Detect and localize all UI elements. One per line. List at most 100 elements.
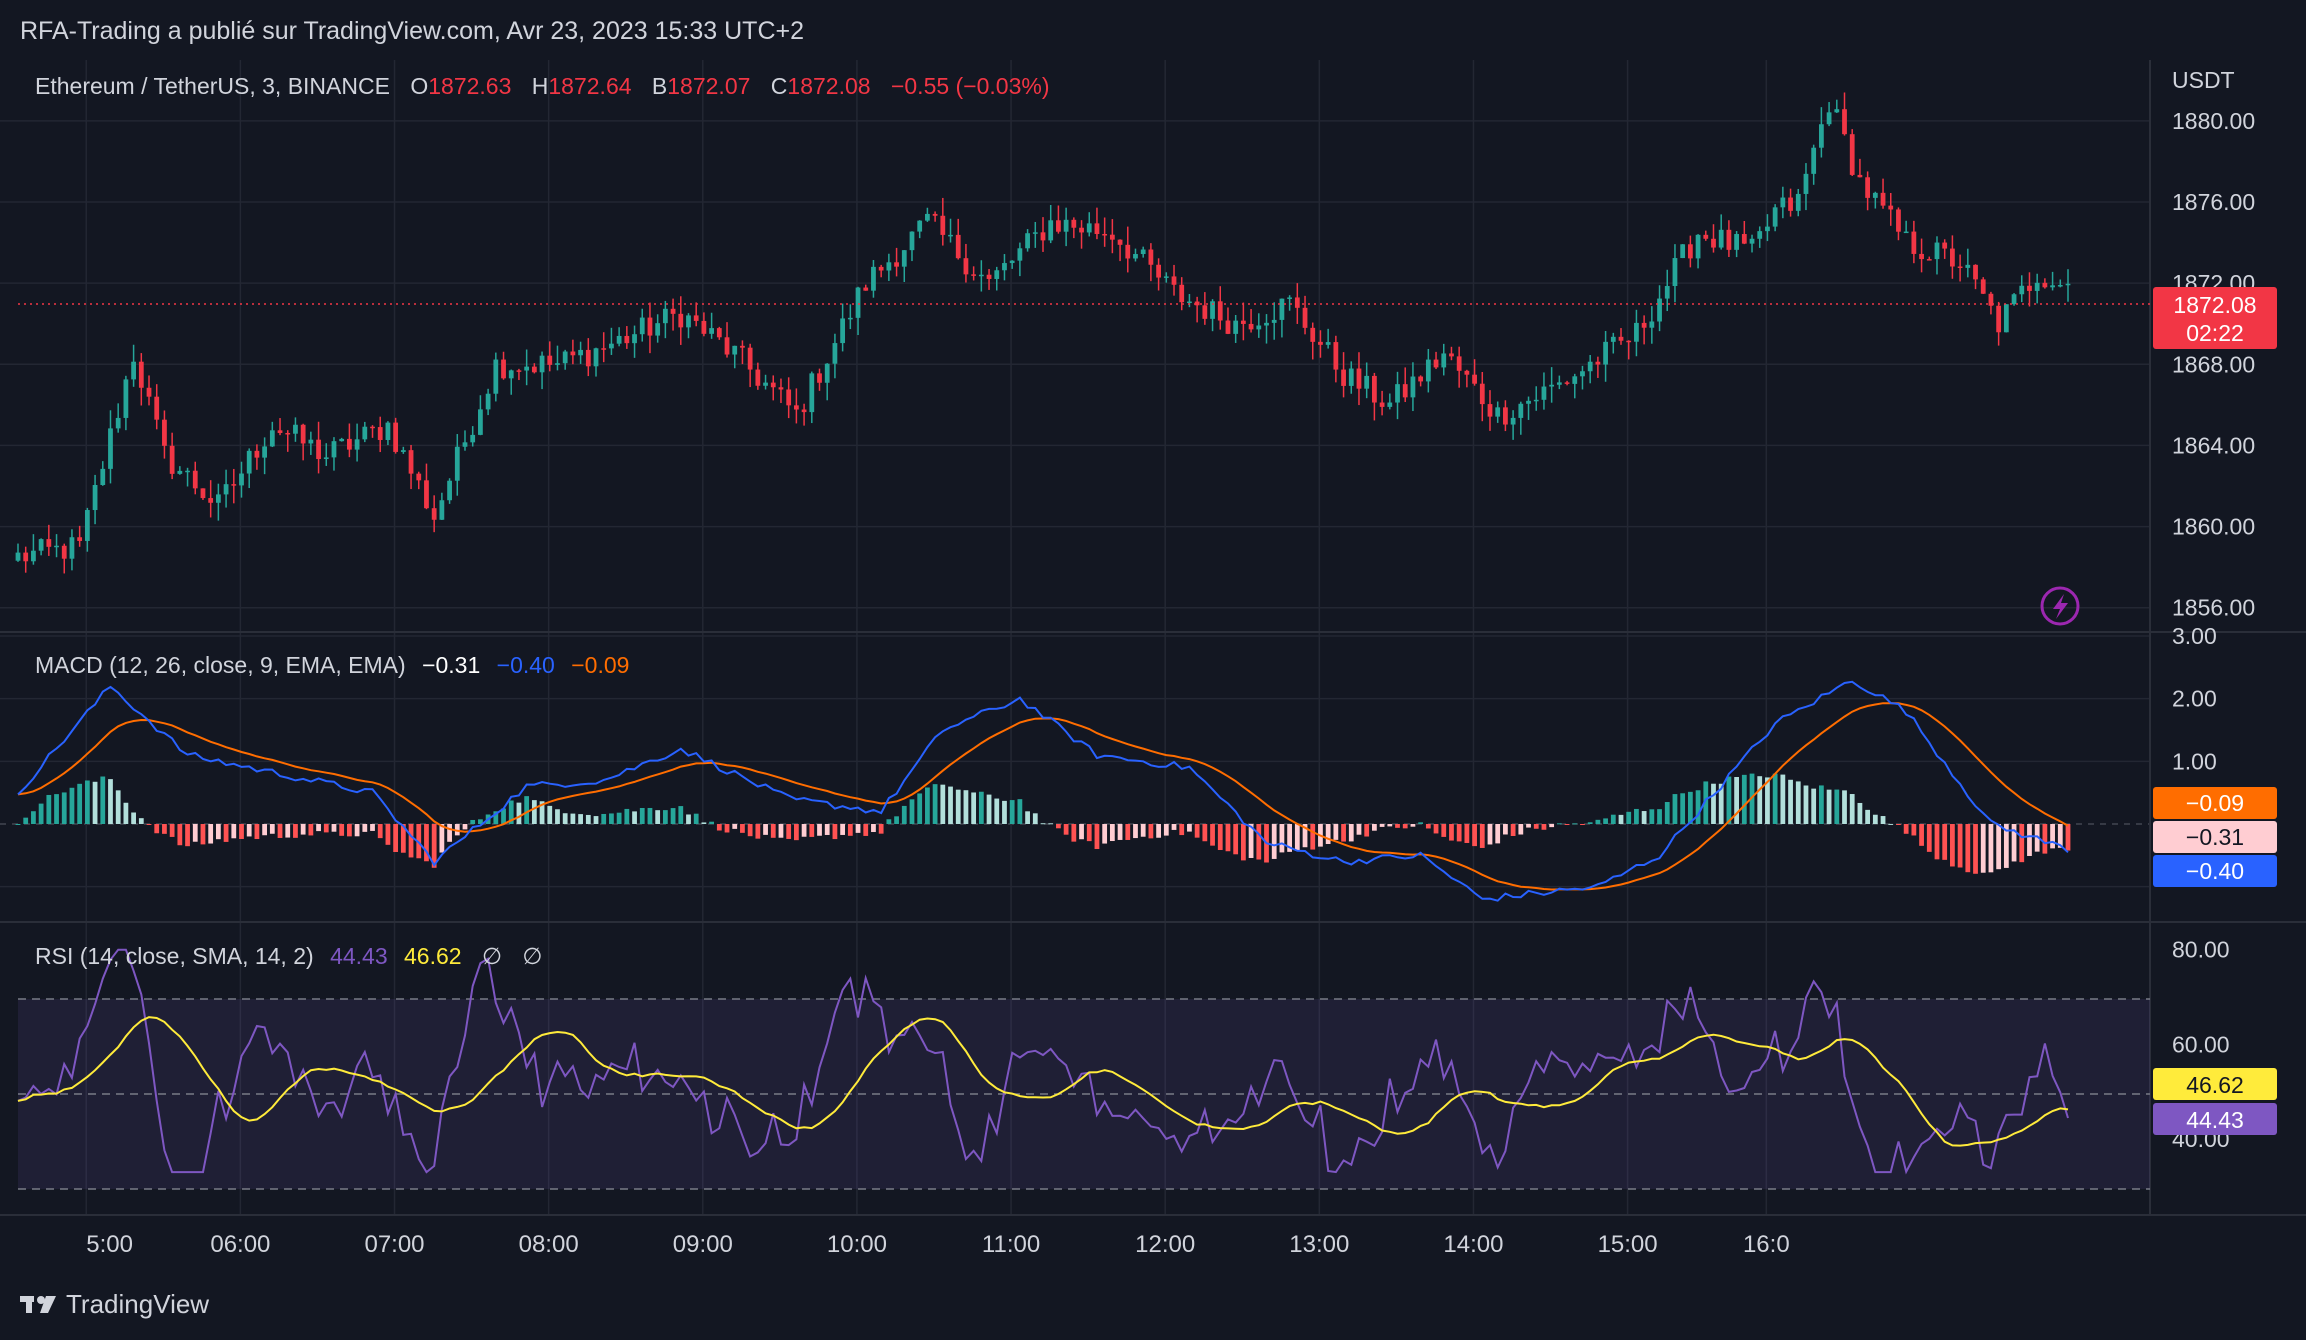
candle[interactable] <box>1818 107 1824 158</box>
candle[interactable] <box>562 349 568 370</box>
candle[interactable] <box>385 421 391 446</box>
candle[interactable] <box>308 431 314 455</box>
lightning-icon[interactable] <box>2040 586 2080 626</box>
candle[interactable] <box>1757 226 1763 248</box>
candle[interactable] <box>516 368 522 381</box>
candle[interactable] <box>92 474 98 525</box>
candle[interactable] <box>138 353 144 406</box>
candle[interactable] <box>54 534 59 558</box>
candle[interactable] <box>639 308 645 342</box>
candle[interactable] <box>1449 346 1454 361</box>
candle[interactable] <box>585 338 591 377</box>
candle[interactable] <box>1957 254 1963 282</box>
candle[interactable] <box>362 421 368 443</box>
candle[interactable] <box>1788 188 1793 217</box>
candle[interactable] <box>693 302 699 327</box>
candle[interactable] <box>1926 256 1932 261</box>
candle[interactable] <box>424 463 429 510</box>
macd-axis[interactable]: 3.00 2.00 1.00 <box>2172 623 2217 774</box>
candle[interactable] <box>1934 236 1940 275</box>
macd-legend[interactable]: MACD (12, 26, close, 9, EMA, EMA) −0.31 … <box>35 652 629 678</box>
candle[interactable] <box>1217 286 1223 330</box>
candle[interactable] <box>1803 163 1809 211</box>
candle[interactable] <box>709 312 714 339</box>
candle[interactable] <box>1364 362 1370 399</box>
candle[interactable] <box>1194 296 1200 323</box>
candlestick-series[interactable] <box>15 92 2071 574</box>
candle[interactable] <box>986 269 992 290</box>
candle[interactable] <box>347 423 352 458</box>
candle[interactable] <box>416 471 422 490</box>
candle[interactable] <box>1780 186 1786 219</box>
candle[interactable] <box>1564 380 1570 386</box>
candle[interactable] <box>778 378 784 404</box>
candle[interactable] <box>123 375 129 431</box>
candle[interactable] <box>786 377 792 419</box>
candle[interactable] <box>686 313 691 339</box>
candle[interactable] <box>1903 220 1909 234</box>
candle[interactable] <box>408 444 414 490</box>
candle[interactable] <box>1410 362 1416 412</box>
candle[interactable] <box>400 446 406 454</box>
candle[interactable] <box>770 375 776 401</box>
candle[interactable] <box>1225 307 1231 335</box>
time-axis[interactable]: 5:00 06:00 07:00 08:00 09:00 10:00 11:00 12:00 1… <box>86 1231 1789 1258</box>
candle[interactable] <box>339 437 345 442</box>
candle[interactable] <box>801 403 807 426</box>
candle[interactable] <box>978 260 984 292</box>
candle[interactable] <box>2065 269 2071 302</box>
candle[interactable] <box>1556 375 1562 390</box>
candle[interactable] <box>570 339 576 365</box>
candle[interactable] <box>1549 367 1555 403</box>
candle[interactable] <box>1248 309 1254 333</box>
candle[interactable] <box>285 430 291 452</box>
candle[interactable] <box>955 218 961 260</box>
candle[interactable] <box>108 410 113 484</box>
candle[interactable] <box>609 327 614 355</box>
candle[interactable] <box>616 327 622 347</box>
candle[interactable] <box>1487 390 1493 431</box>
candle[interactable] <box>262 437 268 475</box>
candle[interactable] <box>994 266 1000 291</box>
candle[interactable] <box>1849 129 1855 176</box>
candle[interactable] <box>1395 371 1400 420</box>
candle[interactable] <box>763 374 768 390</box>
candle[interactable] <box>1133 248 1138 262</box>
candle[interactable] <box>1056 205 1061 234</box>
candle[interactable] <box>1117 239 1123 262</box>
candle[interactable] <box>1826 102 1832 127</box>
candle[interactable] <box>1025 229 1030 252</box>
rsi-legend[interactable]: RSI (14, close, SMA, 14, 2) 44.43 46.62 … <box>35 943 542 969</box>
candle[interactable] <box>1595 356 1601 378</box>
candle[interactable] <box>1333 335 1339 383</box>
candle[interactable] <box>1479 372 1485 422</box>
candle[interactable] <box>894 247 899 277</box>
candle[interactable] <box>454 434 460 496</box>
candle[interactable] <box>277 418 283 436</box>
candle[interactable] <box>1687 235 1693 268</box>
candle[interactable] <box>1703 230 1709 241</box>
candle[interactable] <box>1834 99 1840 113</box>
candle[interactable] <box>740 340 745 365</box>
candle[interactable] <box>948 218 953 243</box>
candle[interactable] <box>393 417 399 454</box>
candle[interactable] <box>15 543 21 562</box>
candle[interactable] <box>300 423 306 461</box>
candle[interactable] <box>131 344 136 387</box>
candle[interactable] <box>1271 302 1277 340</box>
candle[interactable] <box>1163 272 1169 283</box>
candle[interactable] <box>269 421 275 448</box>
candle[interactable] <box>462 430 468 451</box>
candle[interactable] <box>439 492 445 521</box>
candle[interactable] <box>1711 224 1716 253</box>
candle[interactable] <box>1287 295 1293 311</box>
candle[interactable] <box>1580 365 1585 390</box>
candle[interactable] <box>1718 214 1724 250</box>
candle[interactable] <box>724 322 730 358</box>
symbol-name[interactable]: Ethereum / TetherUS, 3, BINANCE <box>35 73 390 99</box>
candle[interactable] <box>1109 219 1115 254</box>
candle[interactable] <box>1765 214 1770 242</box>
candle[interactable] <box>77 525 83 547</box>
candle[interactable] <box>1911 220 1917 264</box>
price-axis[interactable]: 1880.001876.001872.001868.001864.001860.… <box>2172 108 2255 621</box>
